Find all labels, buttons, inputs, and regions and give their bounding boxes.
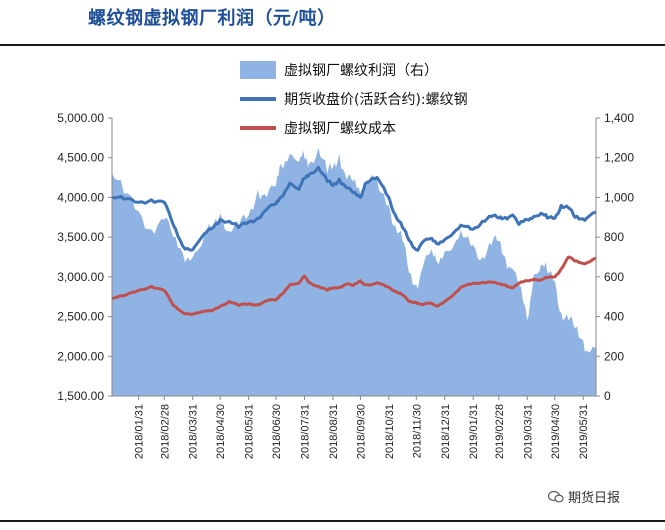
x-tick-label: 2018/10/31 [384,404,396,459]
y-left-tick-label: 1,500.00 [57,389,104,403]
x-tick-label: 2018/08/31 [328,404,340,459]
y-right-tick-label: 200 [604,349,624,363]
plot-area [111,147,597,396]
legend-label-0: 虚拟钢厂螺纹利润（右） [284,63,438,79]
y-left-tick-label: 4,500.00 [57,151,104,165]
y-left-tick-label: 3,500.00 [57,230,104,244]
y-left-tick-label: 4,000.00 [57,190,104,204]
x-tick-label: 2019/03/31 [522,404,534,459]
x-tick-label: 2019/05/31 [578,404,590,459]
y-left-tick-label: 2,000.00 [57,349,104,363]
series-profit-area [112,147,596,396]
x-tick-label: 2018/12/31 [440,404,452,459]
watermark: 期货日报 [548,487,620,506]
y-left-tick-label: 5,000.00 [57,111,104,125]
bottom-rule [0,520,665,522]
x-tick-label: 2019/04/30 [550,404,562,459]
x-tick-label: 2018/04/30 [215,404,227,459]
y-right-tick-label: 600 [604,270,624,284]
y-right-tick-label: 0 [604,389,611,403]
legend-swatch-profit [240,61,276,79]
y-left-tick-label: 2,500.00 [57,310,104,324]
x-tick-label: 2018/06/30 [271,404,283,459]
chart: 1,500.00 2,000.00 2,500.00 3,000.00 3,500.00… [57,61,634,459]
y-right-tick-label: 800 [604,230,624,244]
y-right-tick-label: 1,000 [604,190,634,204]
legend-label-1: 期货收盘价(活跃合约):螺纹钢 [284,91,468,108]
x-tick-label: 2018/07/31 [300,404,312,459]
axes: 1,500.00 2,000.00 2,500.00 3,000.00 3,500.00… [57,111,634,459]
chat-bubble-icon [548,490,564,502]
watermark-text: 期货日报 [568,491,621,506]
x-tick-label: 2018/03/31 [188,404,200,459]
legend-label-2: 虚拟钢厂螺纹成本 [284,121,396,137]
y-right-tick-label: 1,400 [604,111,634,125]
y-left-tick-label: 3,000.00 [57,270,104,284]
y-right-tick-label: 400 [604,310,624,324]
title-rule [0,44,665,46]
x-tick-label: 2018/02/28 [159,404,171,459]
x-tick-label: 2018/11/30 [411,404,423,458]
x-tick-label: 2019/01/31 [468,404,480,459]
page-title: 螺纹钢虚拟钢厂利润（元/吨） [88,8,336,29]
x-tick-label: 2018/09/30 [355,404,367,459]
y-right-tick-label: 1,200 [604,151,634,165]
series-cost-line [111,255,597,316]
x-tick-label: 2019/02/28 [494,404,506,459]
x-tick-label: 2018/05/31 [244,404,256,459]
series-futures-price-line [111,165,597,252]
x-tick-label: 2018/01/31 [134,404,146,459]
